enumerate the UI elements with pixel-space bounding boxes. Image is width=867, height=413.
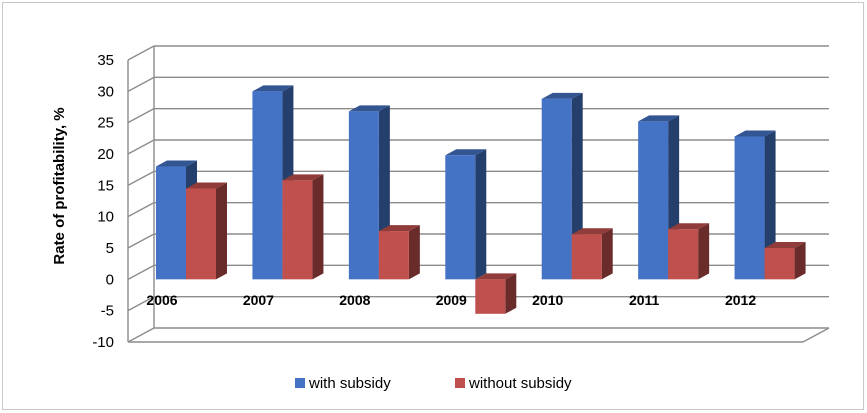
gridline-depth [127,202,155,218]
legend-label-without-subsidy: without subsidy [468,375,572,392]
y-tick-label: 25 [97,115,114,132]
gridline-depth [127,170,155,186]
bar-without-subsidy-2009 [475,273,517,314]
floor-right-edge [802,327,830,343]
bar-without-subsidy-2008 [378,225,420,280]
x-axis-categories: 2006 2007 2008 2009 2010 2011 2012 [146,292,756,308]
y-tick-label: 30 [97,83,114,100]
y-tick-label: 20 [97,146,114,163]
bar-with-subsidy-2009 [445,149,487,280]
gridline-depth [127,139,155,155]
legend-swatch-with-subsidy [295,378,305,388]
bar-without-subsidy-2012 [764,242,806,280]
x-category-label: 2008 [339,292,370,308]
gridline-depth [127,327,155,343]
bar-with-subsidy-2012 [734,130,776,280]
y-tick-label: -5 [101,303,114,320]
x-category-label: 2006 [146,292,177,308]
gridline-depth [127,296,155,312]
y-tick-label: 15 [97,177,114,194]
y-tick-label: 10 [97,209,114,226]
x-category-label: 2010 [532,292,563,308]
x-category-label: 2009 [436,292,467,308]
y-tick-label: 5 [106,240,114,257]
legend-label-with-subsidy: with subsidy [308,375,391,392]
y-tick-label: -10 [92,334,114,351]
gridline-depth [127,45,155,61]
bar-without-subsidy-2011 [668,223,710,280]
gridline-depth [127,233,155,249]
x-category-label: 2007 [243,292,274,308]
gridline-depth [127,108,155,124]
y-axis-label: Rate of profitability, % [51,107,68,264]
y-axis-ticks: -10 -5 0 5 10 15 20 25 30 35 [92,52,114,351]
y-tick-label: 0 [106,271,114,288]
x-category-label: 2012 [725,292,756,308]
gridline-depth [127,76,155,92]
bar-without-subsidy-2010 [571,228,613,280]
legend-swatch-without-subsidy [455,378,465,388]
y-tick-label: 35 [97,52,114,69]
bar-without-subsidy-2007 [282,174,324,280]
x-category-label: 2011 [629,292,660,308]
legend: with subsidy without subsidy [295,375,572,392]
bar-with-subsidy-2010 [541,92,583,280]
bar-without-subsidy-2006 [186,182,227,280]
gridline-depth [127,264,155,280]
bars [156,85,806,314]
